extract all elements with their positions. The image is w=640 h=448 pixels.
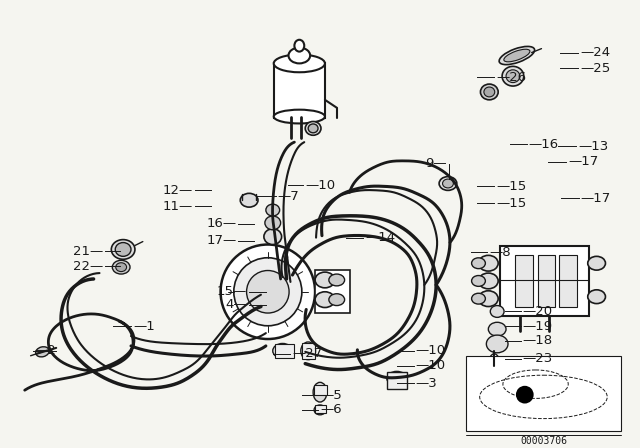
Text: —5: —5 xyxy=(320,388,342,401)
Text: —16: —16 xyxy=(529,138,559,151)
Text: —25: —25 xyxy=(580,62,610,75)
Text: —17: —17 xyxy=(568,155,598,168)
Text: 22—: 22— xyxy=(73,260,104,273)
Ellipse shape xyxy=(488,354,500,377)
Text: —15: —15 xyxy=(496,197,527,210)
Ellipse shape xyxy=(274,110,325,124)
Ellipse shape xyxy=(472,276,485,286)
Text: —10: —10 xyxy=(415,359,445,372)
Ellipse shape xyxy=(488,322,506,336)
Bar xyxy=(315,270,349,314)
Ellipse shape xyxy=(112,260,130,274)
Text: 21—: 21— xyxy=(73,245,104,258)
Text: —6: —6 xyxy=(320,403,342,416)
Text: 4—: 4— xyxy=(225,298,247,311)
Text: —13: —13 xyxy=(578,140,608,153)
Text: —14: —14 xyxy=(365,231,396,244)
Text: 11—: 11— xyxy=(163,200,193,213)
Ellipse shape xyxy=(504,49,530,62)
Ellipse shape xyxy=(439,177,457,190)
Ellipse shape xyxy=(305,121,321,135)
Text: —27: —27 xyxy=(292,347,323,360)
Ellipse shape xyxy=(499,47,534,65)
Circle shape xyxy=(516,386,534,404)
Ellipse shape xyxy=(264,229,282,245)
Text: 16—: 16— xyxy=(206,217,236,230)
Text: 15—: 15— xyxy=(217,285,247,298)
Ellipse shape xyxy=(116,263,127,271)
Ellipse shape xyxy=(442,179,453,188)
Ellipse shape xyxy=(588,256,605,270)
Ellipse shape xyxy=(111,240,135,259)
Ellipse shape xyxy=(315,272,335,288)
Ellipse shape xyxy=(266,204,280,216)
Ellipse shape xyxy=(472,258,485,269)
Ellipse shape xyxy=(308,124,318,133)
Ellipse shape xyxy=(484,87,495,97)
Ellipse shape xyxy=(329,274,344,286)
Ellipse shape xyxy=(265,216,280,230)
Ellipse shape xyxy=(329,294,344,306)
Circle shape xyxy=(234,258,302,326)
Bar xyxy=(559,255,577,306)
Ellipse shape xyxy=(240,194,258,207)
Text: —23: —23 xyxy=(523,352,553,365)
Ellipse shape xyxy=(490,306,504,317)
Ellipse shape xyxy=(387,371,406,385)
Bar xyxy=(302,343,315,359)
Ellipse shape xyxy=(486,335,508,353)
Ellipse shape xyxy=(274,55,325,72)
Bar xyxy=(515,255,532,306)
Ellipse shape xyxy=(315,292,335,307)
Text: —10: —10 xyxy=(415,345,445,358)
Text: —20: —20 xyxy=(523,305,553,318)
Ellipse shape xyxy=(313,382,327,402)
Ellipse shape xyxy=(294,40,304,52)
Text: —8: —8 xyxy=(490,246,511,259)
Ellipse shape xyxy=(36,347,49,357)
Text: —15: —15 xyxy=(496,180,527,193)
Ellipse shape xyxy=(273,344,292,358)
Text: 00003706: 00003706 xyxy=(520,436,567,446)
Bar xyxy=(466,356,621,431)
Text: —26: —26 xyxy=(496,71,526,84)
Text: —3: —3 xyxy=(415,377,437,390)
Ellipse shape xyxy=(289,47,310,64)
Text: —24: —24 xyxy=(580,46,610,59)
Text: —1: —1 xyxy=(133,320,155,333)
Ellipse shape xyxy=(314,405,326,415)
Ellipse shape xyxy=(479,255,498,271)
Bar xyxy=(314,385,327,395)
Bar xyxy=(275,344,294,358)
Text: —19: —19 xyxy=(523,320,553,333)
Bar xyxy=(538,255,556,306)
Bar xyxy=(315,405,326,413)
Bar xyxy=(500,246,589,316)
Text: —10: —10 xyxy=(305,179,335,192)
Ellipse shape xyxy=(481,84,498,100)
Bar xyxy=(387,371,406,389)
Text: —17: —17 xyxy=(581,192,611,205)
Text: 9—: 9— xyxy=(426,157,447,170)
Ellipse shape xyxy=(301,342,316,360)
Ellipse shape xyxy=(506,70,520,82)
Circle shape xyxy=(246,271,289,313)
Text: —7: —7 xyxy=(278,190,300,203)
Ellipse shape xyxy=(588,290,605,304)
Ellipse shape xyxy=(479,273,498,289)
Bar xyxy=(274,64,325,117)
Circle shape xyxy=(221,245,315,339)
Text: —18: —18 xyxy=(523,335,553,348)
Ellipse shape xyxy=(502,66,524,86)
Text: 12—: 12— xyxy=(163,184,193,197)
Ellipse shape xyxy=(479,291,498,306)
Ellipse shape xyxy=(115,242,131,256)
Ellipse shape xyxy=(472,293,485,304)
Text: —2: —2 xyxy=(35,345,56,358)
Text: 17—: 17— xyxy=(206,234,236,247)
